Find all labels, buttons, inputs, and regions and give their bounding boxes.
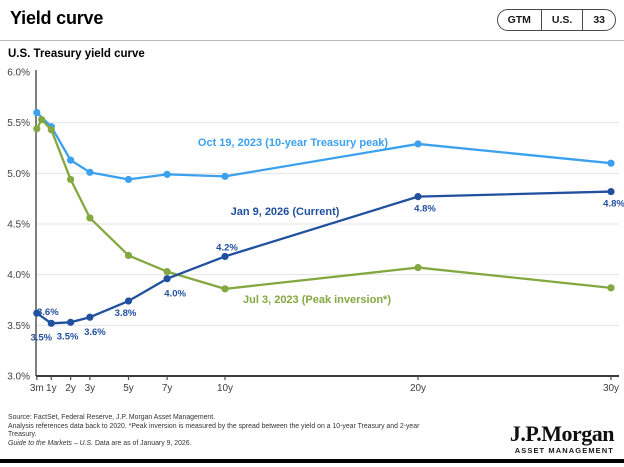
jpmorgan-logo: J.P.Morgan ASSET MANAGEMENT	[509, 421, 615, 456]
series-point	[86, 168, 94, 176]
x-tick-label: 2y	[65, 383, 76, 394]
gtm-badge[interactable]: GTM U.S. 33	[496, 9, 616, 31]
y-tick-label: 4.5%	[7, 219, 30, 230]
series-label-0: Oct 19, 2023 (10-year Treasury peak)	[198, 137, 389, 149]
series-point	[86, 313, 94, 321]
series-point	[414, 263, 422, 272]
series-point	[124, 251, 133, 260]
y-tick-label: 3.5%	[7, 321, 30, 332]
point-label: 4.8%	[603, 199, 624, 210]
series-point	[414, 193, 422, 201]
series-point	[33, 125, 41, 133]
chart-title: U.S. Treasury yield curve	[8, 48, 145, 60]
series-label-1: Jan 9, 2026 (Current)	[231, 206, 340, 218]
x-tick-label: 5y	[123, 383, 134, 394]
point-label: 3.5%	[30, 332, 52, 343]
series-line-2	[35, 118, 613, 291]
series-point	[163, 170, 171, 178]
y-tick-label: 5.5%	[7, 118, 30, 129]
series-point	[47, 319, 55, 327]
series-point	[221, 172, 229, 180]
point-label: 3.5%	[57, 331, 79, 342]
series-point	[38, 116, 46, 124]
series-point	[414, 140, 422, 148]
source-line-1: Source: FactSet, Federal Reserve, J.P. M…	[8, 414, 216, 421]
series-point	[67, 175, 75, 184]
gtm-badge-gtm: GTM	[507, 14, 531, 26]
source-note: Source: FactSet, Federal Reserve, J.P. M…	[8, 414, 448, 448]
y-tick-label: 6.0%	[7, 68, 30, 79]
series-point	[221, 285, 229, 293]
x-tick-label: 1y	[46, 383, 57, 394]
series-point	[163, 268, 171, 276]
source-line-3: Guide to the Markets – U.S. Data are as …	[8, 440, 448, 449]
point-label: 4.0%	[164, 289, 186, 300]
x-tick-label: 20y	[410, 383, 426, 394]
yield-curve-chart: 6.0% 5.5% 5.0% 4.5% 4.0% 3.5% 3.0%3m 1y 2y 3y 5y 7y…	[7, 68, 624, 394]
series-label-2: Jul 3, 2023 (Peak inversion*)	[243, 294, 391, 306]
source-line-3-italic: Guide to the Markets – U.S.	[8, 439, 94, 447]
point-label: 3.8%	[115, 308, 137, 319]
source-line-2: Analysis references data back to 2020. *…	[8, 422, 420, 439]
series-point	[86, 214, 94, 222]
series-point	[221, 252, 229, 261]
series-point	[607, 159, 615, 167]
y-tick-label: 4.0%	[7, 270, 30, 281]
series-point	[33, 108, 41, 117]
series-point	[607, 284, 615, 292]
point-label: 4.8%	[414, 204, 436, 215]
point-label: 4.2%	[216, 242, 238, 253]
x-tick-label: 30y	[603, 383, 619, 394]
source-line-3-rest: Data are as of January 9, 2026.	[93, 439, 192, 447]
series-point	[47, 126, 55, 134]
gtm-badge-page-number: 33	[582, 10, 615, 30]
point-label: 3.6%	[84, 327, 106, 338]
bottom-bar	[0, 459, 624, 463]
series-point	[607, 187, 615, 196]
series-point	[67, 156, 75, 164]
x-tick-label: 3y	[85, 383, 96, 394]
page-title: Yield curve	[10, 8, 104, 28]
x-tick-label: 3m	[30, 383, 44, 394]
jpmorgan-logo-wordmark: J.P.Morgan	[509, 421, 615, 446]
series-point	[67, 318, 75, 326]
series-point	[33, 309, 41, 317]
jpmorgan-logo-subtitle: ASSET MANAGEMENT	[514, 446, 614, 455]
x-tick-label: 7y	[162, 383, 173, 394]
header-divider	[0, 40, 624, 41]
series-point	[124, 175, 133, 184]
gtm-badge-region: U.S.	[540, 10, 582, 30]
y-tick-label: 5.0%	[7, 169, 30, 180]
point-label: 3.6%	[37, 307, 59, 318]
y-tick-label: 3.0%	[7, 371, 30, 382]
series-point	[124, 297, 133, 305]
x-tick-label: 10y	[217, 383, 233, 394]
series-point	[163, 275, 171, 283]
